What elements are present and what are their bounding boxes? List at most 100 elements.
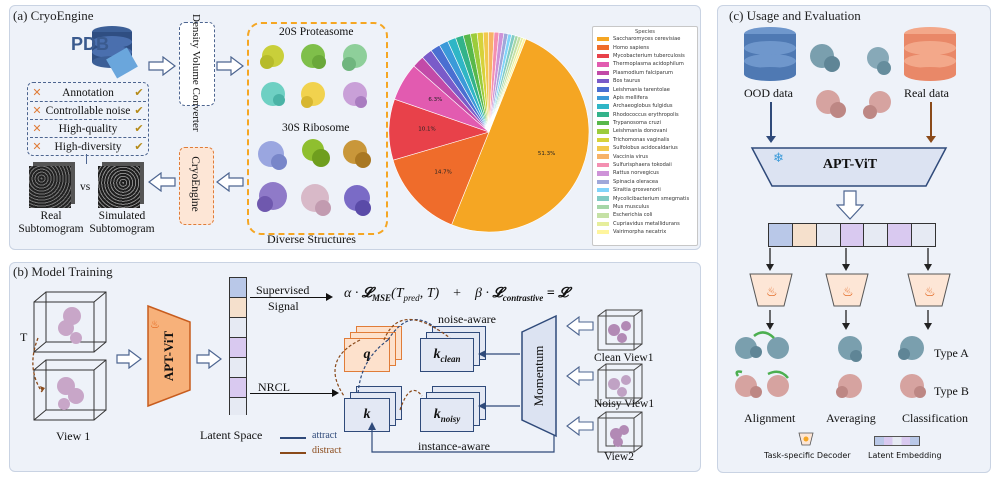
- contrastive-arcs: [334, 318, 451, 411]
- density-converter-box: [179, 22, 215, 106]
- formula-pred-sub: pred: [403, 292, 420, 303]
- embedding-legend-label: Latent Embedding: [868, 451, 942, 460]
- pie-slice-label: 14.7%: [434, 170, 451, 176]
- proteasome-structures: [260, 44, 367, 108]
- legend-item: Vairimorpha necatrix: [597, 228, 697, 236]
- legend-swatch: [597, 213, 609, 218]
- aptvit-encoder-b: [147, 304, 191, 408]
- aptvit-label-b: APT-ViT: [161, 330, 176, 382]
- averaging-label: Averaging: [826, 411, 876, 425]
- formula-eq: = 𝓛: [546, 286, 569, 301]
- legend-swatch: [597, 129, 609, 134]
- views-to-momentum-arrows: [566, 316, 594, 437]
- pie-slice: [488, 37, 527, 133]
- legend-swatch: [597, 221, 609, 227]
- feature-row: ✕ Annotation ✔: [30, 84, 146, 102]
- density-converter-label: Density Volume Converter: [190, 14, 202, 132]
- momentum-encoder: [521, 314, 557, 438]
- legend-label: Bos taurus: [613, 78, 641, 85]
- legend-swatch: [597, 112, 609, 117]
- legend-item: Saccharomyces cerevisiae: [597, 35, 697, 43]
- knoisy-label: k: [433, 407, 441, 422]
- attract-line: [280, 437, 306, 439]
- embedding-cell: [769, 224, 793, 246]
- cryoengine-box: [179, 147, 214, 225]
- ood-database-icon: [744, 27, 796, 81]
- legend-swatch: [597, 104, 609, 109]
- knoisy-sub: noisy: [440, 413, 461, 424]
- legend-label: Mus musculus: [613, 204, 650, 210]
- cryoengine-label: CryoEngine: [189, 156, 201, 212]
- check-icon: ✔: [134, 141, 144, 153]
- legend-label: Escherichia coli: [613, 212, 653, 219]
- legend-swatch: [597, 196, 609, 201]
- legend-swatch: [597, 204, 609, 210]
- arrow-pdb-to-converter: [148, 56, 176, 76]
- legend-item: Trypanosoma cruzi: [597, 119, 697, 127]
- embedding-cell: [912, 224, 936, 246]
- instance-aware-path: [368, 422, 555, 453]
- aptvit-encoder-c: [750, 147, 948, 187]
- noisy-view-label: Noisy View1: [594, 398, 655, 410]
- formula-lmse: 𝓛: [361, 286, 373, 301]
- arrow-converter-to-structures: [216, 56, 244, 76]
- nrcl-arrow: [250, 393, 334, 394]
- legend-swatch: [597, 179, 609, 185]
- legend-swatch: [597, 137, 609, 143]
- legend-item: Leishmania donovani: [597, 127, 697, 135]
- formula-con-sub: contrastive: [502, 292, 544, 303]
- legend-item: Apis mellifera: [597, 94, 697, 102]
- instance-aware-label: instance-aware: [418, 439, 490, 453]
- legend-item: Bos taurus: [597, 77, 697, 85]
- pie-slice-label: 6.3%: [428, 97, 442, 103]
- simulated-subtomogram-label: Simulated Subtomogram: [89, 210, 155, 235]
- legend-item: Sulfurisphaera tokodaii: [597, 161, 697, 169]
- feature-row: ✕ Controllable noise ✔: [30, 102, 146, 120]
- diverse-structures-label: Diverse Structures: [267, 232, 356, 246]
- supervised-label: Supervised: [256, 283, 310, 297]
- view2-cube: [597, 411, 643, 453]
- legend-item: Siraitia grosvenorii: [597, 186, 697, 194]
- arrow-structures-to-cryoengine: [216, 172, 244, 192]
- view2-label: View2: [604, 451, 634, 463]
- view1-label: View 1: [56, 429, 91, 443]
- vs-label: vs: [80, 181, 91, 193]
- legend-label: Thermoplasma acidophilum: [613, 61, 684, 68]
- legend-item: Trichomonas vaginalis: [597, 136, 697, 144]
- check-icon: ✔: [134, 123, 144, 135]
- view1-cubes: [32, 291, 107, 421]
- simulated-subtomogram-image: [98, 166, 140, 208]
- clean-view-label: Clean View1: [594, 352, 654, 364]
- legend-label: Trypanosoma cruzi: [613, 120, 661, 127]
- real-subtomogram-label: Real Subtomogram: [18, 210, 84, 235]
- alignment-decoder: ♨: [749, 273, 793, 307]
- legend-swatch: [597, 53, 609, 59]
- legend-item: Vaccinia virus: [597, 152, 697, 160]
- pie-slice-label: 10.1%: [418, 127, 435, 133]
- embedding-legend-icon: [874, 436, 920, 446]
- formula-beta: β ·: [475, 286, 490, 301]
- decoder-legend-label: Task-specific Decoder: [764, 451, 851, 460]
- embedding-cell: [816, 224, 841, 246]
- loss-formula: α · 𝓛MSE(Tpred, T) + β · 𝓛contrastive = …: [344, 286, 568, 303]
- legend-label: Archaeoglobus fulgidus: [613, 103, 673, 110]
- task-result-structures: [735, 331, 926, 398]
- knoisy-card: knoisy: [420, 398, 474, 432]
- formula-mse-sub: MSE: [372, 292, 392, 303]
- formula-lcon: 𝓛: [492, 286, 503, 301]
- fire-icon: ♨: [150, 319, 160, 331]
- momentum-label: Momentum: [531, 345, 546, 407]
- legend-title: Species: [635, 29, 655, 35]
- legend-swatch: [597, 171, 609, 176]
- legend-swatch: [597, 146, 609, 151]
- legend-label: Mycobacterium tuberculosis: [613, 52, 685, 59]
- usage-input-structures: [810, 44, 891, 119]
- check-icon: ✔: [134, 105, 144, 117]
- averaging-decoder: ♨: [825, 273, 869, 307]
- decoder-to-task-arrows: [766, 310, 932, 330]
- legend-swatch: [597, 187, 609, 193]
- pdb-database-icon: [92, 26, 138, 79]
- legend-swatch: [597, 229, 609, 235]
- real-subtomogram-image: [29, 166, 71, 208]
- legend-label: Apis mellifera: [613, 94, 648, 101]
